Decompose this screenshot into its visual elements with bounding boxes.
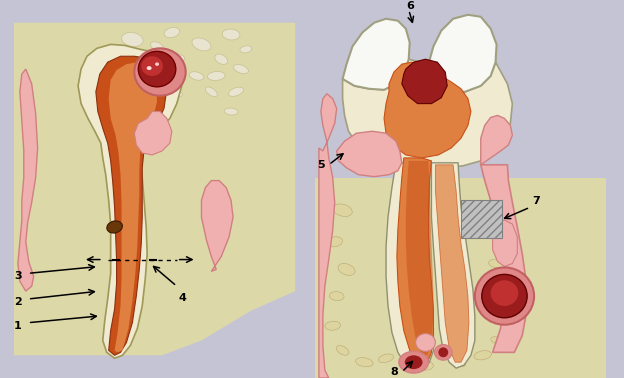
Polygon shape (315, 178, 606, 378)
Ellipse shape (356, 358, 373, 367)
Ellipse shape (498, 285, 511, 293)
Ellipse shape (451, 358, 466, 367)
Text: 8: 8 (390, 367, 397, 377)
Polygon shape (343, 19, 410, 90)
Bar (461, 200, 502, 238)
Ellipse shape (205, 87, 217, 97)
Ellipse shape (399, 352, 429, 373)
Polygon shape (18, 69, 37, 291)
Ellipse shape (141, 56, 163, 76)
Ellipse shape (134, 48, 186, 96)
Polygon shape (436, 165, 469, 362)
Ellipse shape (475, 268, 534, 325)
Text: 5: 5 (317, 160, 324, 170)
Polygon shape (480, 165, 527, 352)
Polygon shape (397, 158, 434, 365)
Ellipse shape (482, 274, 527, 318)
Text: 2: 2 (14, 297, 22, 307)
Ellipse shape (491, 337, 504, 344)
Ellipse shape (228, 87, 243, 96)
Ellipse shape (192, 38, 211, 51)
Ellipse shape (490, 280, 519, 306)
Polygon shape (202, 181, 233, 271)
Ellipse shape (329, 291, 344, 301)
Polygon shape (406, 161, 434, 355)
Ellipse shape (438, 347, 448, 357)
Ellipse shape (122, 33, 143, 46)
Ellipse shape (189, 72, 204, 80)
Ellipse shape (412, 69, 439, 95)
Polygon shape (402, 59, 447, 104)
Ellipse shape (240, 46, 251, 53)
Ellipse shape (171, 91, 183, 97)
Polygon shape (480, 115, 512, 165)
Ellipse shape (215, 54, 228, 64)
Ellipse shape (164, 27, 180, 38)
Text: 7: 7 (532, 196, 540, 206)
Polygon shape (109, 62, 157, 352)
Ellipse shape (222, 29, 240, 40)
Ellipse shape (224, 108, 238, 115)
Ellipse shape (155, 62, 159, 66)
Polygon shape (343, 59, 512, 168)
Ellipse shape (416, 334, 436, 352)
Ellipse shape (169, 54, 185, 64)
Ellipse shape (139, 51, 176, 87)
Ellipse shape (489, 259, 507, 268)
Ellipse shape (338, 263, 355, 275)
Ellipse shape (474, 351, 492, 360)
Polygon shape (134, 112, 172, 155)
Text: 3: 3 (14, 271, 22, 281)
Polygon shape (384, 62, 471, 158)
Ellipse shape (414, 360, 434, 370)
Ellipse shape (327, 237, 343, 247)
Ellipse shape (500, 311, 515, 321)
Polygon shape (78, 44, 182, 358)
Text: 6: 6 (406, 1, 414, 11)
Ellipse shape (434, 344, 452, 360)
Ellipse shape (207, 71, 225, 81)
Text: 4: 4 (178, 293, 187, 303)
Polygon shape (96, 56, 167, 355)
Ellipse shape (378, 354, 394, 363)
Polygon shape (386, 163, 434, 370)
Ellipse shape (405, 355, 422, 369)
Ellipse shape (336, 345, 349, 355)
Text: 1: 1 (14, 321, 22, 331)
Polygon shape (337, 131, 402, 177)
Ellipse shape (147, 66, 152, 70)
Polygon shape (319, 94, 337, 378)
Ellipse shape (325, 321, 341, 330)
Polygon shape (14, 23, 295, 355)
Polygon shape (429, 15, 497, 92)
Polygon shape (431, 163, 475, 368)
Ellipse shape (233, 65, 248, 74)
Ellipse shape (150, 42, 163, 51)
Ellipse shape (333, 204, 353, 217)
Ellipse shape (107, 221, 122, 233)
Polygon shape (492, 220, 517, 266)
